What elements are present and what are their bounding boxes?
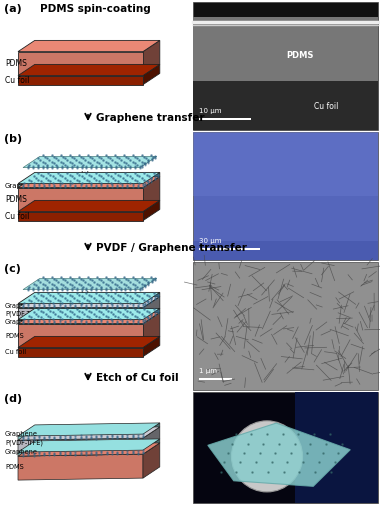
- Polygon shape: [143, 443, 160, 478]
- Polygon shape: [143, 292, 160, 308]
- Bar: [193, 17, 378, 81]
- Polygon shape: [208, 423, 350, 486]
- Polygon shape: [143, 309, 160, 324]
- Polygon shape: [143, 423, 160, 438]
- Polygon shape: [18, 187, 143, 212]
- Polygon shape: [18, 200, 160, 212]
- Text: (d): (d): [4, 394, 22, 404]
- Polygon shape: [18, 443, 160, 456]
- Polygon shape: [143, 427, 160, 450]
- Polygon shape: [18, 438, 143, 452]
- Bar: [193, 392, 378, 503]
- Text: Cu foil: Cu foil: [314, 103, 338, 112]
- Polygon shape: [18, 324, 143, 347]
- Polygon shape: [143, 40, 160, 76]
- Text: Graphene: Graphene: [5, 319, 38, 325]
- Bar: [193, 241, 378, 260]
- Polygon shape: [18, 450, 143, 456]
- Bar: [199, 118, 251, 120]
- Polygon shape: [18, 292, 160, 304]
- Text: Graphene: Graphene: [5, 183, 40, 188]
- Bar: [193, 262, 378, 390]
- Polygon shape: [18, 309, 160, 320]
- Polygon shape: [18, 172, 160, 184]
- Bar: [193, 81, 378, 130]
- Text: Graphene transfer: Graphene transfer: [96, 113, 204, 123]
- Polygon shape: [18, 336, 160, 347]
- Polygon shape: [143, 200, 160, 221]
- Text: Cu foil: Cu foil: [5, 76, 29, 85]
- Text: P(VDF-TrFE): P(VDF-TrFE): [5, 311, 43, 317]
- Text: Graphene: Graphene: [5, 302, 38, 309]
- Text: PDMS: PDMS: [5, 195, 27, 204]
- Text: Graphene: Graphene: [5, 449, 38, 455]
- Text: Etch of Cu foil: Etch of Cu foil: [96, 373, 179, 383]
- Bar: [295, 392, 378, 503]
- Bar: [199, 378, 232, 380]
- Polygon shape: [18, 296, 160, 308]
- Polygon shape: [18, 176, 160, 187]
- Text: PDMS: PDMS: [5, 59, 27, 68]
- Text: 10 μm: 10 μm: [199, 108, 222, 114]
- Text: 30 μm: 30 μm: [199, 238, 222, 244]
- Text: (b): (b): [4, 134, 22, 144]
- Polygon shape: [143, 65, 160, 85]
- Polygon shape: [18, 454, 143, 480]
- Polygon shape: [18, 439, 160, 452]
- Text: PDMS spin-coating: PDMS spin-coating: [40, 4, 150, 14]
- Polygon shape: [18, 52, 143, 76]
- Text: P(VDF-TrFE): P(VDF-TrFE): [5, 440, 43, 446]
- Polygon shape: [18, 76, 143, 85]
- Text: PDMS: PDMS: [5, 333, 24, 338]
- Text: 1 μm: 1 μm: [199, 368, 217, 374]
- Polygon shape: [18, 347, 143, 357]
- Text: (a): (a): [4, 4, 22, 14]
- Polygon shape: [18, 40, 160, 52]
- Polygon shape: [18, 320, 143, 324]
- Text: (c): (c): [4, 264, 21, 274]
- Polygon shape: [143, 296, 160, 320]
- Text: PDMS: PDMS: [287, 52, 314, 60]
- Polygon shape: [18, 184, 143, 187]
- Polygon shape: [143, 336, 160, 357]
- Polygon shape: [143, 172, 160, 187]
- Polygon shape: [143, 313, 160, 347]
- Text: Cu foil: Cu foil: [5, 212, 29, 221]
- Polygon shape: [18, 212, 143, 221]
- Text: PDMS: PDMS: [5, 464, 24, 470]
- Polygon shape: [18, 313, 160, 324]
- Bar: [199, 247, 260, 250]
- Text: Cu foil: Cu foil: [5, 349, 26, 355]
- Polygon shape: [18, 65, 160, 76]
- Polygon shape: [18, 304, 143, 308]
- Bar: [193, 2, 378, 130]
- Text: PVDF / Graphene transfer: PVDF / Graphene transfer: [96, 243, 247, 253]
- Polygon shape: [18, 308, 143, 320]
- Polygon shape: [143, 439, 160, 454]
- Bar: [193, 132, 378, 196]
- Bar: [193, 132, 378, 260]
- Polygon shape: [18, 434, 143, 440]
- Polygon shape: [143, 176, 160, 212]
- Circle shape: [231, 421, 302, 492]
- Polygon shape: [23, 278, 157, 289]
- Text: Graphene: Graphene: [5, 431, 38, 437]
- Polygon shape: [18, 427, 160, 440]
- Polygon shape: [18, 423, 160, 436]
- Polygon shape: [23, 157, 157, 168]
